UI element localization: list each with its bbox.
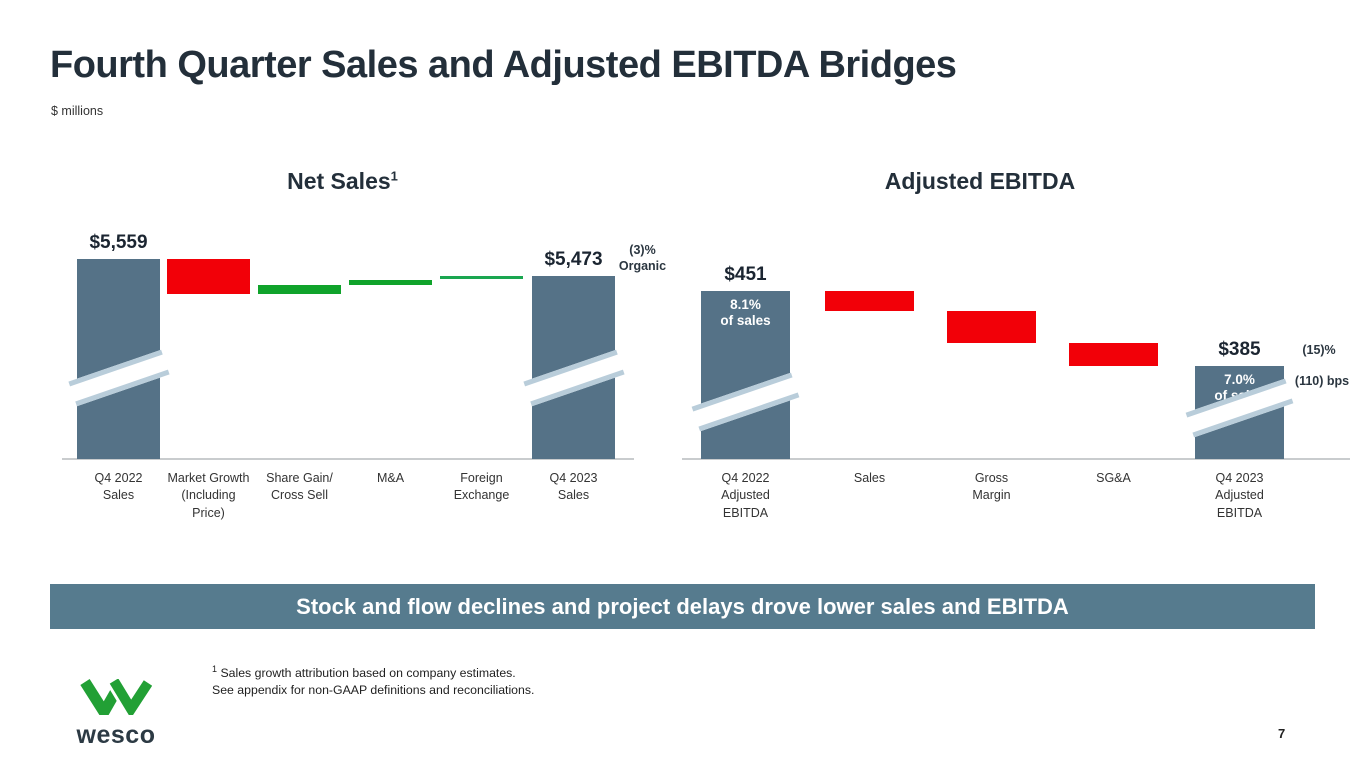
bar-value-label: $5,559 <box>89 232 148 253</box>
footnote-superscript: 1 <box>212 664 218 674</box>
bar-value-label: $451 <box>724 264 767 285</box>
net-sales-waterfall-plot: $5,559 $5,473 (3)% Organic <box>50 232 666 460</box>
bar-value-label: $5,473 <box>544 248 603 270</box>
net-sales-title-superscript: 1 <box>390 168 398 184</box>
footnote-line-2: See appendix for non-GAAP definitions an… <box>212 683 535 698</box>
waterfall-bar-total-5 <box>522 275 625 459</box>
ebitda-waterfall-plot: 8.1% of sales $451 7.0% of sales $385 (15)% (… <box>682 264 1355 460</box>
waterfall-bar-total-4: 7.0% of sales <box>1185 366 1294 459</box>
net-sales-title-text: Net Sales <box>287 168 391 194</box>
category-label: Q4 2023 Sales <box>549 471 598 503</box>
bar-value-label: $385 <box>1218 339 1261 360</box>
category-label: SG&A <box>1096 471 1131 485</box>
category-label: Foreign Exchange <box>453 471 510 503</box>
ebitda-baseline-axis <box>682 458 1350 460</box>
ebitda-title-text: Adjusted EBITDA <box>884 168 1076 194</box>
axis-break-mark <box>691 372 800 432</box>
category-label: Q4 2022 Sales <box>94 471 143 503</box>
units-note: $ millions <box>51 104 104 118</box>
page-number: 7 <box>1278 726 1286 741</box>
chart-annotation: (3)% Organic <box>618 243 667 274</box>
wesco-wordmark: wesco <box>76 721 156 749</box>
takeaway-banner: Stock and flow declines and project dela… <box>50 584 1315 629</box>
ebitda-chart-title: Adjusted EBITDA <box>685 168 1275 195</box>
category-label: Share Gain/ Cross Sell <box>266 471 333 503</box>
waterfall-bar-decrease-2 <box>947 311 1036 344</box>
waterfall-bar-decrease-3 <box>1069 343 1158 366</box>
waterfall-bar-decrease-1 <box>167 259 250 295</box>
axis-break-mark <box>522 349 625 407</box>
waterfall-bar-increase-4 <box>440 275 523 280</box>
net-sales-category-labels: Q4 2022 Sales Market Growth (Including Pr… <box>50 470 635 540</box>
net-sales-baseline-axis <box>62 458 634 460</box>
waterfall-bar-decrease-1 <box>825 291 914 312</box>
category-label: Market Growth (Including Price) <box>167 471 250 520</box>
waterfall-bar-total-0 <box>67 259 170 459</box>
waterfall-bar-total-0: 8.1% of sales <box>691 291 800 459</box>
footnotes: 1 Sales growth attribution based on comp… <box>212 661 534 699</box>
ebitda-category-labels: Q4 2022 Adjusted EBITDA Sales Gross Margin… <box>685 470 1355 540</box>
category-label: Q4 2023 Adjusted EBITDA <box>1215 471 1264 520</box>
slide-title: Fourth Quarter Sales and Adjusted EBITDA… <box>50 44 957 86</box>
waterfall-bar-increase-3 <box>349 279 432 286</box>
net-sales-chart-title: Net Sales1 <box>50 168 635 195</box>
waterfall-bar-increase-2 <box>258 285 341 295</box>
category-label: Gross Margin <box>972 471 1011 503</box>
wesco-logo-mark <box>80 676 155 725</box>
category-label: Sales <box>853 471 886 485</box>
chart-annotation: (15)% <box>1302 343 1336 357</box>
category-label: Q4 2022 Adjusted EBITDA <box>721 471 770 520</box>
footnote-line-1: 1 Sales growth attribution based on comp… <box>212 664 516 681</box>
wesco-logo: wesco <box>76 676 156 749</box>
category-label: M&A <box>376 471 405 485</box>
bar-inside-label: 8.1% of sales <box>720 297 771 328</box>
chart-annotation: (110) bps <box>1294 374 1350 388</box>
axis-break-mark <box>67 349 170 407</box>
